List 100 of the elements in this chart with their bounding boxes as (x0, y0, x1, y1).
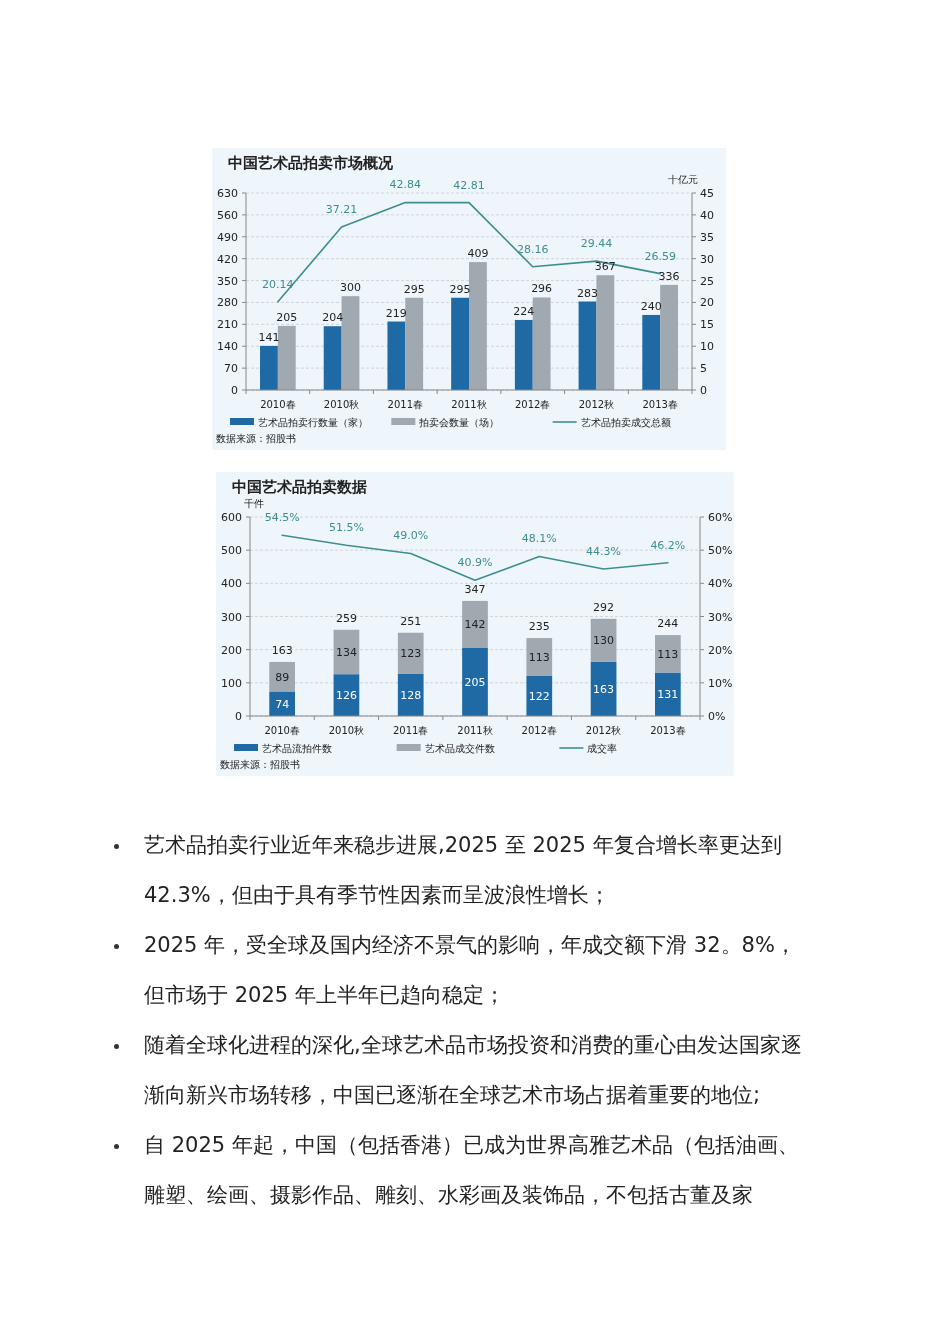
y2-tick-label: 40 (700, 208, 714, 222)
text: 自 2025 年起，中国（包括香港）已成为世界高雅艺术品（包括油画、雕塑、绘画、摄影作品、雕刻、水彩画及装饰品，不包括古董及家 (144, 1133, 799, 1207)
bar (660, 284, 678, 390)
bar (269, 691, 295, 716)
bar (526, 638, 553, 676)
y2-tick-label: 20 (700, 296, 714, 310)
total-label: 251 (400, 614, 422, 628)
data-label: 205 (464, 676, 486, 689)
y-axis-title: 千件 (244, 498, 264, 509)
data-label: 42.84 (389, 178, 422, 192)
data-label: 89 (275, 670, 290, 684)
source-note: 数据来源：招股书 (216, 433, 296, 444)
y-tick-label: 280 (217, 296, 238, 310)
x-tick-label: 2011春 (392, 725, 429, 736)
x-tick-label: 2013春 (642, 399, 678, 410)
x-tick-label: 2011秋 (457, 725, 493, 736)
legend-label: 艺术品拍卖成交总额 (580, 417, 671, 428)
bar (323, 326, 342, 390)
data-label: 283 (577, 286, 599, 300)
y-tick-label: 210 (217, 318, 238, 332)
x-tick-label: 2011秋 (451, 399, 487, 410)
y-tick-label: 350 (217, 274, 238, 288)
legend-label: 拍卖会数量（场） (418, 417, 500, 428)
bar (277, 325, 296, 390)
data-label: 113 (657, 647, 679, 661)
text: 2025 年，受全球及国内经济不景气的影响，年成交额下滑 32。8%，但市场于 2025 年上半年已趋向稳定； (144, 933, 796, 1007)
y2-tick-label: 35 (700, 230, 714, 244)
y-tick-label: 600 (221, 511, 242, 524)
y2-tick-label: 5 (700, 362, 707, 376)
data-label: 26.59 (644, 249, 676, 263)
total-label: 259 (335, 611, 357, 625)
y-tick-label: 200 (221, 643, 242, 657)
y2-tick-label: 50% (708, 544, 733, 558)
total-label: 244 (657, 617, 679, 631)
x-tick-label: 2010春 (260, 399, 296, 410)
bar (642, 314, 661, 390)
total-label: 347 (464, 582, 486, 596)
y2-axis-title: 十亿元 (668, 174, 698, 185)
data-label: 29.44 (580, 237, 613, 251)
bar (469, 262, 487, 390)
data-label: 28.16 (516, 242, 549, 256)
x-tick-label: 2012秋 (578, 399, 615, 410)
bar (514, 319, 533, 390)
y-tick-label: 560 (217, 208, 238, 222)
bar (655, 635, 681, 673)
total-label: 292 (593, 600, 615, 614)
data-label: 240 (640, 299, 662, 313)
y-tick-label: 0 (235, 710, 242, 723)
data-label: 54.5% (264, 511, 300, 525)
data-label: 42.81 (453, 178, 485, 192)
data-label: 123 (400, 647, 422, 661)
data-label: 74 (275, 697, 290, 711)
data-label: 300 (339, 281, 361, 295)
y-tick-label: 0 (231, 384, 238, 397)
text: 随着全球化进程的深化,全球艺术品市场投资和消费的重心由发达国家逐渐向新兴市场转移，中国已逐渐在全球艺术市场占据着重要的地位; (144, 1033, 802, 1107)
data-label: 296 (531, 282, 553, 296)
y2-tick-label: 10 (700, 340, 714, 354)
data-label: 48.1% (521, 532, 557, 546)
data-label: 130 (593, 634, 615, 648)
y2-tick-label: 20% (708, 643, 733, 657)
data-label: 204 (322, 311, 344, 325)
data-label: 142 (464, 618, 486, 632)
chart-title: 中国艺术品拍卖市场概况 (228, 154, 394, 172)
y2-tick-label: 25 (700, 274, 714, 288)
data-label: 122 (528, 689, 550, 703)
y2-tick-label: 30 (700, 252, 714, 266)
total-label: 235 (528, 620, 550, 634)
bar (397, 632, 424, 674)
legend-label: 艺术品流拍件数 (262, 743, 332, 754)
data-label: 40.9% (457, 556, 493, 570)
y2-tick-label: 10% (708, 676, 733, 690)
x-tick-label: 2010春 (264, 725, 300, 736)
bar (387, 321, 406, 390)
data-label: 51.5% (328, 521, 364, 535)
bar (260, 345, 278, 390)
y-tick-label: 420 (217, 252, 238, 266)
x-tick-label: 2011春 (387, 399, 424, 410)
y-tick-label: 630 (217, 187, 238, 200)
data-label: 126 (335, 689, 357, 703)
x-tick-label: 2010秋 (323, 399, 360, 410)
data-label: 224 (513, 304, 535, 318)
data-label: 205 (276, 310, 298, 324)
x-tick-label: 2013春 (650, 725, 686, 736)
legend-label: 艺术品成交件数 (424, 743, 495, 754)
y2-tick-label: 45 (700, 187, 714, 200)
y-tick-label: 140 (217, 340, 238, 354)
data-label: 163 (593, 682, 615, 696)
data-label: 37.21 (325, 203, 358, 217)
x-tick-label: 2012春 (521, 725, 558, 736)
data-label: 44.3% (586, 545, 622, 559)
y-tick-label: 100 (221, 676, 242, 690)
data-label: 295 (449, 282, 471, 296)
bar (451, 297, 469, 390)
bar (532, 297, 551, 390)
source-note: 数据来源：招股书 (220, 759, 300, 770)
x-tick-label: 2012秋 (585, 725, 622, 736)
legend-label: 成交率 (587, 743, 618, 754)
y2-tick-label: 60% (708, 511, 733, 524)
y-tick-label: 400 (221, 577, 242, 591)
bar (655, 672, 681, 716)
